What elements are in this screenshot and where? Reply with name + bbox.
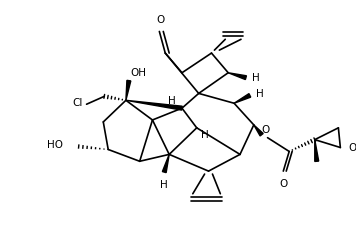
Polygon shape bbox=[126, 80, 131, 100]
Text: HO: HO bbox=[47, 139, 63, 150]
Text: H: H bbox=[201, 130, 209, 140]
Text: Cl: Cl bbox=[72, 98, 83, 108]
Text: H: H bbox=[161, 180, 168, 190]
Polygon shape bbox=[254, 125, 263, 136]
Polygon shape bbox=[162, 154, 169, 173]
Polygon shape bbox=[228, 73, 246, 80]
Text: H: H bbox=[256, 89, 263, 99]
Text: O: O bbox=[156, 15, 164, 25]
Text: O: O bbox=[348, 143, 356, 152]
Text: OH: OH bbox=[131, 68, 147, 78]
Text: H: H bbox=[168, 96, 176, 106]
Polygon shape bbox=[234, 94, 251, 103]
Text: O: O bbox=[261, 125, 270, 135]
Polygon shape bbox=[126, 100, 182, 110]
Text: H: H bbox=[252, 73, 260, 83]
Text: O: O bbox=[279, 179, 287, 189]
Polygon shape bbox=[315, 140, 319, 161]
